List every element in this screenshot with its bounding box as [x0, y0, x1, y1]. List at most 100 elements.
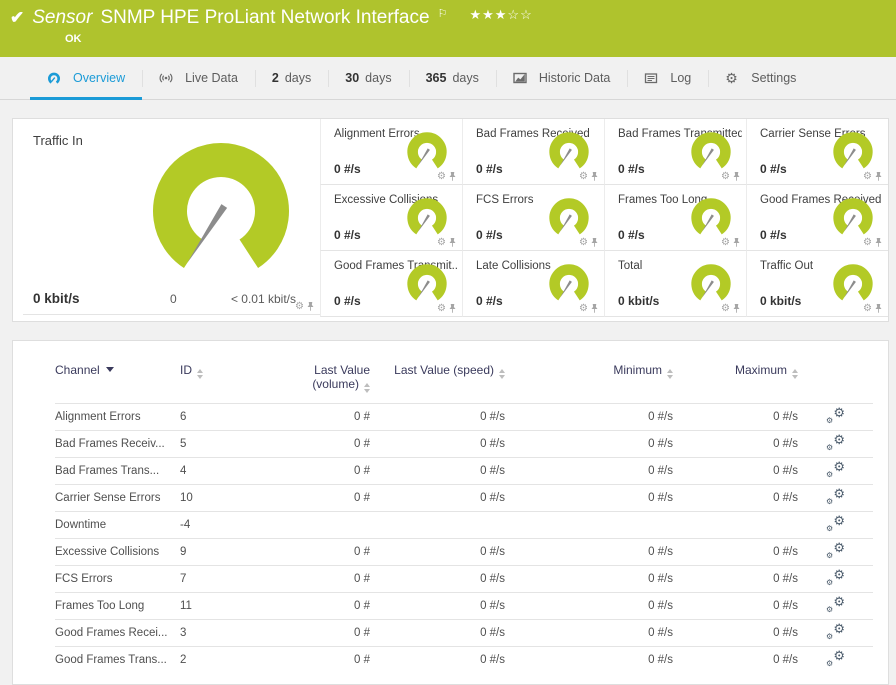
- gauge-value: 0 #/s: [476, 162, 503, 176]
- gauge-value: 0 kbit/s: [760, 294, 802, 308]
- pin-icon[interactable]: [448, 303, 457, 314]
- gear-icon[interactable]: ⚙: [721, 303, 730, 314]
- tab-2-days[interactable]: 2 days: [254, 57, 328, 99]
- edit-channel-gears-icon[interactable]: ⚙ ⚙: [826, 432, 845, 452]
- edit-channel-gears-icon[interactable]: ⚙ ⚙: [826, 648, 845, 669]
- table-row[interactable]: Alignment Errors 6 0 # 0 #/s 0 #/s 0 #/s…: [55, 403, 873, 431]
- gauge-label: Excessive Collisions: [334, 194, 439, 206]
- column-header-id[interactable]: ID: [180, 347, 265, 404]
- gauge-dial: [549, 198, 589, 235]
- channel-id: 10: [180, 484, 265, 512]
- pin-icon[interactable]: [732, 303, 741, 314]
- gear-icon[interactable]: ⚙: [721, 171, 730, 182]
- channel-id: 3: [180, 619, 265, 647]
- gear-icon[interactable]: ⚙: [579, 171, 588, 182]
- gear-icon[interactable]: ⚙: [863, 237, 872, 248]
- channel-name: Downtime: [55, 511, 180, 539]
- column-header-actions: [798, 347, 873, 404]
- edit-channel-gears-icon[interactable]: ⚙ ⚙: [826, 405, 845, 425]
- gear-icon[interactable]: ⚙: [437, 237, 446, 248]
- gear-icon[interactable]: ⚙: [437, 171, 446, 182]
- minimum-value: 0 #/s: [505, 565, 673, 593]
- overview-gauges-panel: Traffic In 0 kbit/s 0 < 0.01 kbit/s ⚙ Al…: [12, 118, 889, 322]
- gear-icon[interactable]: ⚙: [579, 237, 588, 248]
- table-row[interactable]: Carrier Sense Errors 10 0 # 0 #/s 0 #/s …: [55, 484, 873, 512]
- gauge-cell-bad-frames-transmitted: Bad Frames Transmitted 0 #/s ⚙: [604, 119, 746, 185]
- gauge-icon: [47, 71, 61, 85]
- maximum-value: 0 #/s: [673, 592, 798, 620]
- edit-channel-gears-icon[interactable]: ⚙ ⚙: [826, 540, 845, 560]
- column-header-last-value-volume[interactable]: Last Value (volume): [312, 363, 370, 393]
- maximum-value: [673, 511, 798, 539]
- column-header-maximum[interactable]: Maximum: [673, 347, 798, 404]
- gauge-cell-excessive-collisions: Excessive Collisions 0 #/s ⚙: [320, 185, 462, 251]
- table-row[interactable]: Bad Frames Receiv... 5 0 # 0 #/s 0 #/s 0…: [55, 430, 873, 458]
- priority-stars[interactable]: ★★★☆☆: [469, 6, 532, 24]
- edit-channel-gears-icon[interactable]: ⚙ ⚙: [826, 567, 845, 587]
- star-icon-filled[interactable]: ★★★: [469, 7, 508, 22]
- gauge-cell-alignment-errors: Alignment Errors 0 #/s ⚙: [320, 119, 462, 185]
- tab-label: Live Data: [185, 71, 238, 85]
- pin-icon[interactable]: [306, 301, 315, 312]
- last-value-volume: 0 #: [265, 430, 370, 458]
- gear-icon[interactable]: ⚙: [295, 301, 304, 312]
- live-data-icon: [159, 71, 173, 85]
- tab-historic-data[interactable]: Historic Data: [495, 57, 628, 99]
- pin-icon[interactable]: [874, 237, 883, 248]
- column-header-last-value-speed[interactable]: Last Value (speed): [370, 347, 505, 404]
- pin-icon[interactable]: [590, 237, 599, 248]
- star-icon-empty[interactable]: ☆☆: [507, 7, 533, 22]
- last-value-speed: [370, 511, 505, 539]
- column-header-channel[interactable]: Channel: [55, 347, 180, 404]
- gear-icon[interactable]: ⚙: [437, 303, 446, 314]
- table-row[interactable]: Downtime -4 ⚙ ⚙: [55, 511, 873, 539]
- gauge-value: 0 #/s: [618, 228, 645, 242]
- tab-overview[interactable]: Overview: [30, 57, 143, 100]
- edit-channel-gears-icon[interactable]: ⚙ ⚙: [826, 459, 845, 479]
- gear-icon[interactable]: ⚙: [579, 303, 588, 314]
- table-row[interactable]: Frames Too Long 11 0 # 0 #/s 0 #/s 0 #/s…: [55, 592, 873, 620]
- tab-365-days[interactable]: 365 days: [408, 57, 496, 99]
- minimum-value: [505, 511, 673, 539]
- table-row[interactable]: Excessive Collisions 9 0 # 0 #/s 0 #/s 0…: [55, 538, 873, 566]
- gear-icon[interactable]: ⚙: [863, 171, 872, 182]
- priority-flag-icon[interactable]: ⚐: [437, 8, 448, 20]
- channel-name: FCS Errors: [55, 565, 180, 593]
- gauge-label: Traffic In: [33, 133, 83, 148]
- pin-icon[interactable]: [448, 171, 457, 182]
- edit-channel-gears-icon[interactable]: ⚙ ⚙: [826, 486, 845, 506]
- gauge-cell-late-collisions: Late Collisions 0 #/s ⚙: [462, 251, 604, 317]
- tab-label: days: [284, 71, 312, 85]
- table-row[interactable]: Good Frames Recei... 3 0 # 0 #/s 0 #/s 0…: [55, 619, 873, 647]
- tab-log[interactable]: Log: [627, 57, 708, 99]
- table-row[interactable]: FCS Errors 7 0 # 0 #/s 0 #/s 0 #/s ⚙ ⚙: [55, 565, 873, 593]
- gauge-cell-carrier-sense-errors: Carrier Sense Errors 0 #/s ⚙: [746, 119, 888, 185]
- table-row[interactable]: Good Frames Trans... 2 0 # 0 #/s 0 #/s 0…: [55, 646, 873, 674]
- gear-icon[interactable]: ⚙: [863, 303, 872, 314]
- chart-icon: [513, 71, 527, 85]
- edit-channel-gears-icon[interactable]: ⚙ ⚙: [826, 621, 845, 641]
- column-header-minimum[interactable]: Minimum: [505, 347, 673, 404]
- table-row[interactable]: Bad Frames Trans... 4 0 # 0 #/s 0 #/s 0 …: [55, 457, 873, 485]
- pin-icon[interactable]: [732, 171, 741, 182]
- minimum-value: 0 #/s: [505, 646, 673, 674]
- pin-icon[interactable]: [590, 171, 599, 182]
- tab-settings[interactable]: ⚙ Settings: [708, 57, 813, 99]
- pin-icon[interactable]: [732, 237, 741, 248]
- edit-channel-gears-icon[interactable]: ⚙ ⚙: [826, 513, 845, 533]
- tab-live-data[interactable]: Live Data: [142, 57, 255, 99]
- pin-icon[interactable]: [590, 303, 599, 314]
- pin-icon[interactable]: [874, 171, 883, 182]
- last-value-volume: [265, 511, 370, 539]
- last-value-volume: 0 #: [265, 592, 370, 620]
- gear-icon[interactable]: ⚙: [721, 237, 730, 248]
- edit-channel-gears-icon[interactable]: ⚙ ⚙: [826, 594, 845, 614]
- gauge-dial: [833, 198, 873, 235]
- gauge-value: 0 kbit/s: [618, 294, 660, 308]
- channel-name: Good Frames Trans...: [55, 646, 180, 674]
- gauge-dial: [549, 264, 589, 301]
- pin-icon[interactable]: [874, 303, 883, 314]
- last-value-volume: 0 #: [265, 403, 370, 431]
- tab-30-days[interactable]: 30 days: [328, 57, 408, 99]
- pin-icon[interactable]: [448, 237, 457, 248]
